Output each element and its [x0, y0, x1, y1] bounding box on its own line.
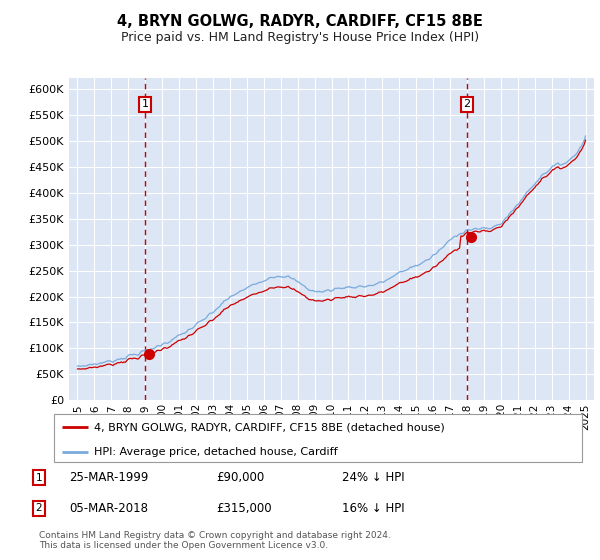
Text: £90,000: £90,000 [216, 471, 264, 484]
Text: 24% ↓ HPI: 24% ↓ HPI [342, 471, 404, 484]
Text: £315,000: £315,000 [216, 502, 272, 515]
Text: 2: 2 [463, 99, 470, 109]
Text: 1: 1 [142, 99, 149, 109]
Text: 25-MAR-1999: 25-MAR-1999 [69, 471, 148, 484]
Text: Price paid vs. HM Land Registry's House Price Index (HPI): Price paid vs. HM Land Registry's House … [121, 31, 479, 44]
Text: 1: 1 [35, 473, 43, 483]
Text: Contains HM Land Registry data © Crown copyright and database right 2024.
This d: Contains HM Land Registry data © Crown c… [39, 530, 391, 550]
Text: 4, BRYN GOLWG, RADYR, CARDIFF, CF15 8BE (detached house): 4, BRYN GOLWG, RADYR, CARDIFF, CF15 8BE … [94, 422, 445, 432]
Text: 05-MAR-2018: 05-MAR-2018 [69, 502, 148, 515]
Text: HPI: Average price, detached house, Cardiff: HPI: Average price, detached house, Card… [94, 446, 337, 456]
Text: 4, BRYN GOLWG, RADYR, CARDIFF, CF15 8BE: 4, BRYN GOLWG, RADYR, CARDIFF, CF15 8BE [117, 14, 483, 29]
Text: 2: 2 [35, 503, 43, 514]
Text: 16% ↓ HPI: 16% ↓ HPI [342, 502, 404, 515]
